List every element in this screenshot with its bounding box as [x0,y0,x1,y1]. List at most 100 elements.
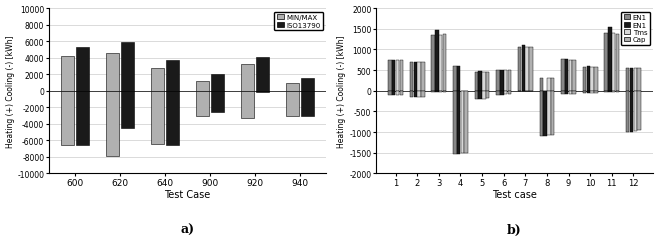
Bar [453,92,457,154]
Bar [410,62,413,92]
Bar [301,92,314,117]
Bar [76,48,89,92]
Bar [151,92,164,144]
Bar [569,60,572,92]
Bar [551,78,554,92]
Bar [76,92,89,145]
Bar [396,92,399,96]
Text: b): b) [507,223,522,236]
Bar [496,71,500,92]
Bar [241,65,254,92]
Bar [630,69,633,92]
Bar [432,92,435,93]
Bar [500,92,503,96]
Bar [61,57,74,92]
Bar [286,92,299,116]
Bar [210,92,224,113]
Bar [547,78,550,92]
Bar [551,92,554,135]
Bar [478,72,482,92]
Bar [496,92,500,96]
Bar [121,43,134,92]
Bar [432,36,435,92]
Bar [121,92,134,128]
Bar [626,69,629,92]
Legend: EN1, EN1, Tms, Cap: EN1, EN1, Tms, Cap [621,12,650,46]
Bar [461,92,464,154]
Bar [590,68,594,92]
Bar [547,92,550,136]
Bar [518,48,521,92]
Bar [525,48,529,92]
Bar [561,60,565,92]
Bar [482,72,486,92]
Bar [569,92,572,95]
Bar [565,60,569,92]
Bar [399,92,403,96]
Bar [573,60,576,92]
Bar [633,92,637,131]
Bar [630,92,633,132]
Bar [392,92,395,96]
Y-axis label: Heating (+) Cooling (-) [kWh]: Heating (+) Cooling (-) [kWh] [5,35,14,148]
Bar [417,62,421,92]
Bar [414,62,417,92]
Bar [561,92,565,95]
Bar [210,75,224,92]
X-axis label: Test Case: Test Case [164,190,211,200]
Bar [196,82,210,92]
Bar [457,67,460,92]
Bar [616,34,619,92]
Bar [421,63,424,92]
Bar [301,79,314,92]
Bar [241,92,254,118]
Bar [543,92,547,137]
Bar [61,92,74,145]
Bar [612,34,616,92]
Bar [583,68,587,92]
Bar [540,92,543,137]
Bar [565,92,569,95]
Bar [594,68,598,92]
Bar [500,71,503,92]
Bar [457,92,460,154]
Bar [388,60,391,92]
Bar [196,92,210,117]
Bar [399,60,403,92]
Bar [474,92,478,100]
Bar [410,92,413,98]
Bar [465,92,468,153]
Bar [414,92,417,98]
Bar [256,92,269,93]
Bar [443,35,446,92]
Bar [637,92,641,131]
Bar [392,60,395,92]
Bar [151,69,164,92]
Bar [507,71,511,92]
Bar [435,31,439,92]
Bar [587,92,590,94]
Y-axis label: Heating (+) Cooling (-) [kWh]: Heating (+) Cooling (-) [kWh] [337,35,347,148]
X-axis label: Test case: Test case [492,190,537,200]
Bar [435,92,439,93]
Bar [106,54,119,92]
Bar [453,67,457,92]
Bar [507,92,511,95]
Bar [478,92,482,100]
Bar [573,92,576,95]
Bar [587,67,590,92]
Bar [474,72,478,92]
Bar [486,72,490,92]
Bar [165,92,179,145]
Bar [540,78,543,92]
Bar [439,36,442,92]
Bar [504,71,507,92]
Bar [256,58,269,92]
Bar [388,92,391,96]
Text: a): a) [181,223,194,236]
Bar [421,92,424,98]
Bar [590,92,594,94]
Bar [608,28,612,92]
Bar [604,34,608,92]
Bar [504,92,507,95]
